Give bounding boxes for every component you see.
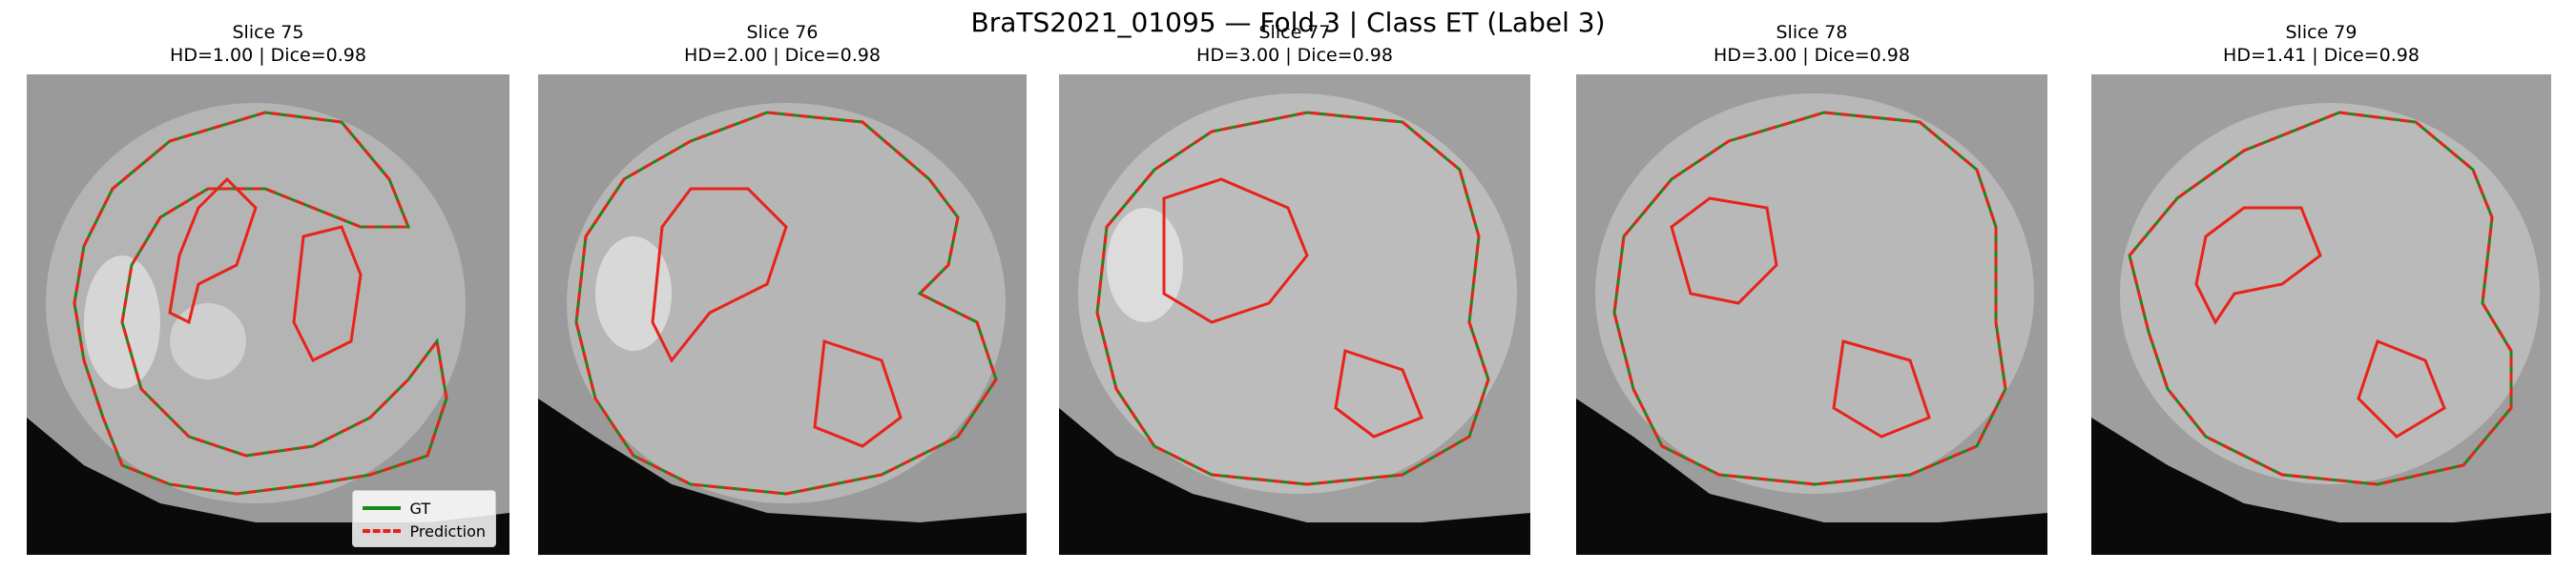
slice-label: Slice 79 — [2285, 22, 2358, 43]
prediction-contour — [168, 176, 258, 325]
prediction-contour — [2357, 339, 2446, 439]
slice-panel: Slice 76 HD=2.00 | Dice=0.98 — [538, 21, 1027, 555]
dark-region — [1059, 408, 1530, 555]
bright-region — [1107, 208, 1183, 322]
mri-slice-svg — [2091, 74, 2551, 555]
mri-slice-svg — [538, 74, 1027, 555]
prediction-contour — [2128, 111, 2513, 486]
figure-title: BraTS2021_01095 — Fold 3 | Class ET (Lab… — [970, 7, 1606, 38]
brain-tissue — [1078, 93, 1517, 494]
prediction-contour — [1162, 177, 1309, 324]
prediction-contour — [292, 225, 363, 363]
slice-label: Slice 78 — [1776, 22, 1848, 43]
prediction-contour — [1334, 349, 1423, 439]
mri-slice-image: GT Prediction — [27, 74, 509, 555]
gt-contour — [1612, 111, 2007, 486]
prediction-contour — [1095, 111, 1490, 486]
panel-title: Slice 76 HD=2.00 | Dice=0.98 — [538, 21, 1027, 67]
mri-slice-image — [1576, 74, 2047, 555]
prediction-contour — [1832, 339, 1931, 439]
prediction-contour — [574, 111, 998, 496]
metrics-label: HD=3.00 | Dice=0.98 — [1714, 45, 1910, 66]
metrics-label: HD=1.41 | Dice=0.98 — [2223, 45, 2420, 66]
prediction-swatch — [362, 529, 401, 533]
mri-slice-image — [538, 74, 1027, 555]
dark-region — [538, 398, 1027, 555]
panel-title: Slice 78 HD=3.00 | Dice=0.98 — [1576, 21, 2047, 67]
prediction-contour — [2194, 206, 2322, 325]
mri-slice-image — [1059, 74, 1530, 555]
dark-region — [27, 418, 509, 555]
brain-tissue — [46, 103, 466, 503]
mri-slice-svg — [27, 74, 509, 555]
slice-label: Slice 76 — [746, 22, 819, 43]
gt-swatch — [362, 506, 401, 510]
legend-label-prediction: Prediction — [409, 521, 486, 541]
slice-panel: Slice 78 HD=3.00 | Dice=0.98 — [1576, 21, 2047, 555]
bright-region — [170, 303, 246, 379]
dark-region — [1576, 398, 2047, 555]
prediction-contour — [73, 111, 448, 496]
panel-title: Slice 77 HD=3.00 | Dice=0.98 — [1059, 21, 1530, 67]
slice-panel: Slice 75 HD=1.00 | Dice=0.98 GT Predicti… — [27, 21, 509, 555]
metrics-label: HD=1.00 | Dice=0.98 — [170, 45, 366, 66]
slice-label: Slice 75 — [232, 22, 304, 43]
mri-slice-svg — [1576, 74, 2047, 555]
legend-entry-gt: GT — [362, 497, 486, 520]
legend-entry-prediction: Prediction — [362, 520, 486, 542]
brain-tissue — [1595, 93, 2034, 494]
panel-title: Slice 79 HD=1.41 | Dice=0.98 — [2091, 21, 2551, 67]
legend-label-gt: GT — [409, 499, 431, 518]
metrics-label: HD=2.00 | Dice=0.98 — [684, 45, 881, 66]
dark-region — [2091, 418, 2551, 555]
legend: GT Prediction — [351, 490, 496, 547]
slice-panel: Slice 79 HD=1.41 | Dice=0.98 — [2091, 21, 2551, 555]
brain-tissue — [2120, 103, 2540, 484]
prediction-contour — [813, 338, 903, 448]
panel-title: Slice 75 HD=1.00 | Dice=0.98 — [27, 21, 509, 67]
prediction-contour — [1670, 196, 1778, 305]
metrics-label: HD=3.00 | Dice=0.98 — [1196, 45, 1393, 66]
mri-slice-image — [2091, 74, 2551, 555]
slice-panel: Slice 77 HD=3.00 | Dice=0.98 — [1059, 21, 1530, 555]
mri-slice-svg — [1059, 74, 1530, 555]
prediction-contour — [651, 187, 788, 363]
slice-label: Slice 77 — [1258, 22, 1331, 43]
